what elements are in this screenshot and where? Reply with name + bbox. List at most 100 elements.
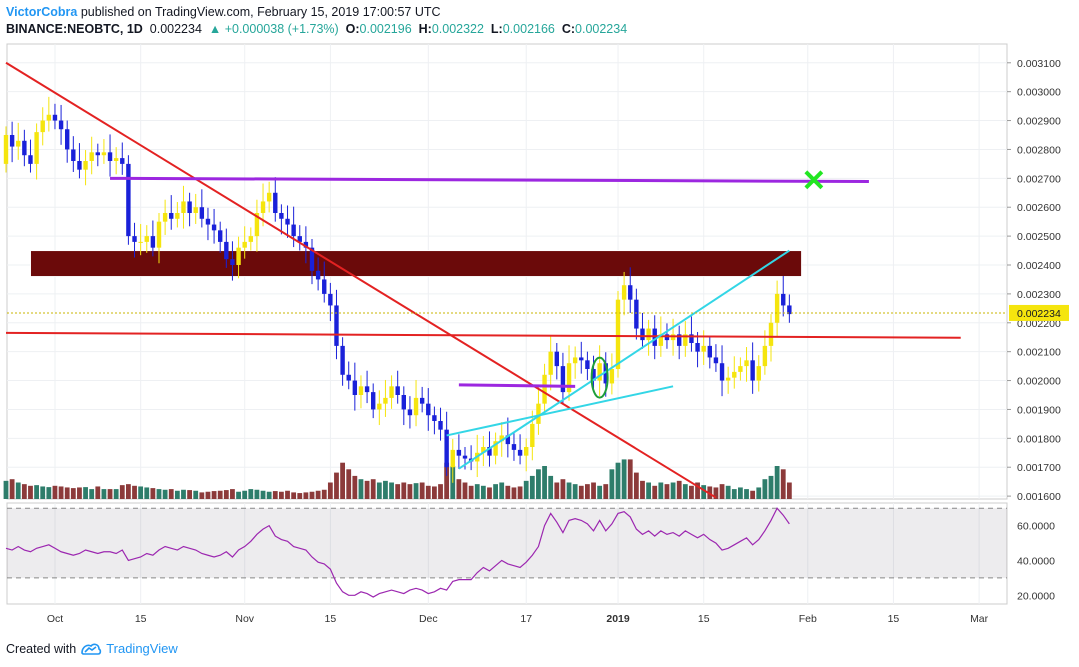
candle-body (120, 158, 125, 164)
price-axis[interactable]: 0.003100 0.003000 0.002900 0.002800 0.002700… (1007, 58, 1069, 503)
volume-bar (248, 489, 254, 499)
candle-body (132, 236, 137, 242)
volume-bar (303, 492, 309, 499)
low-value: 0.002166 (502, 22, 555, 36)
symbol-label[interactable]: BINANCE:NEOBTC, 1D (6, 22, 143, 36)
volume-bar (780, 469, 786, 499)
volume-bar (217, 490, 223, 499)
price-tick-label: 0.002400 (1017, 260, 1061, 272)
volume-bar (168, 489, 174, 499)
volume-bar (786, 482, 792, 499)
price-tick-label: 0.002900 (1017, 116, 1061, 128)
candle-body (224, 241, 229, 260)
candle-body (150, 236, 156, 248)
candle-body (677, 334, 682, 346)
volume-bar (156, 489, 162, 499)
candle-body (609, 369, 615, 384)
candle-body (389, 386, 394, 398)
price-tick-label: 0.002500 (1017, 231, 1061, 243)
volume-bar (187, 490, 192, 499)
volume-bar (480, 485, 486, 499)
publish-line: VictorCobra published on TradingView.com… (6, 4, 627, 21)
volume-bar (15, 482, 21, 499)
price-tick-label: 0.001800 (1017, 433, 1061, 445)
candle-body (9, 135, 15, 147)
volume-bar (138, 486, 144, 499)
candle-body (646, 328, 651, 341)
volume-bar (572, 484, 578, 499)
created-with-text: Created with (6, 641, 77, 656)
candle-body (658, 334, 664, 346)
tradingview-brand[interactable]: TradingView (106, 641, 178, 656)
volume-bar (523, 480, 529, 499)
rsi-axis[interactable]: 60.0000 40.0000 20.0000 (1017, 521, 1055, 603)
volume-bar (621, 459, 627, 499)
volume-bar (695, 482, 700, 499)
candle-body (689, 334, 694, 343)
volume-bar (738, 487, 743, 499)
footer: Created with TradingView (6, 641, 178, 656)
volume-bar (230, 489, 235, 499)
candle-body (218, 230, 223, 242)
candle-body (273, 192, 278, 213)
last-price-badge-label: 0.002234 (1017, 308, 1061, 320)
publish-text: published on TradingView.com, February 1… (80, 5, 441, 19)
candle-body (444, 429, 449, 468)
volume-bar (40, 486, 46, 499)
candle-body (426, 403, 431, 416)
candle-body (493, 441, 498, 456)
volume-bar (389, 482, 394, 499)
volume-bar (566, 482, 572, 499)
x-stroke (804, 170, 824, 190)
author-link[interactable]: VictorCobra (6, 5, 78, 19)
time-axis[interactable]: Oct 15 Nov 15 Dec 17 2019 15 Feb 15 Mar (47, 613, 989, 625)
candle-body (199, 207, 205, 219)
volume-bar (725, 485, 731, 499)
price-tick-label: 0.002800 (1017, 144, 1061, 156)
volume-bar (774, 466, 780, 499)
grid (7, 44, 1007, 604)
price-tick-label: 0.002600 (1017, 202, 1061, 214)
volume-bars (3, 459, 792, 499)
rsi-pane[interactable] (6, 502, 1008, 605)
candle-body (566, 363, 572, 393)
volume-bar (174, 490, 180, 499)
candle-body (52, 114, 58, 121)
candle-body (419, 397, 425, 404)
candle-body (560, 366, 566, 393)
volume-bar (591, 482, 596, 499)
volume-bar (744, 489, 749, 499)
time-tick-label: Oct (47, 613, 63, 625)
volume-bar (444, 462, 450, 499)
volume-bar (132, 485, 137, 499)
price-tick-label: 0.001600 (1017, 491, 1061, 503)
volume-bar (609, 469, 615, 499)
price-chart[interactable]: 0.003100 0.003000 0.002900 0.002800 0.002700… (0, 0, 1079, 640)
candle-body (787, 305, 792, 315)
volume-bar (3, 480, 9, 499)
price-tick-label: 0.002700 (1017, 173, 1061, 185)
volume-bar (150, 488, 156, 499)
candle-body (175, 213, 180, 219)
candle-body (16, 140, 21, 147)
candle-body (181, 201, 186, 213)
volume-bar (627, 459, 633, 499)
volume-bar (560, 479, 566, 499)
volume-bar (493, 484, 498, 499)
candle-body (266, 192, 272, 202)
volume-bar (419, 482, 425, 499)
candle-body (242, 241, 247, 248)
candle-body (621, 285, 627, 300)
volume-bar (107, 489, 113, 499)
target-x-icon (804, 170, 824, 190)
volume-bar (432, 486, 437, 499)
candle-body (193, 207, 198, 213)
volume-bar (236, 491, 241, 499)
drawings[interactable] (5, 61, 1007, 499)
rsi-indicator (5, 507, 1007, 598)
volume-bar (462, 482, 468, 499)
cyan-trendline (458, 249, 790, 470)
volume-bar (70, 488, 76, 499)
candle-body (107, 152, 113, 161)
volume-bar (291, 492, 297, 499)
